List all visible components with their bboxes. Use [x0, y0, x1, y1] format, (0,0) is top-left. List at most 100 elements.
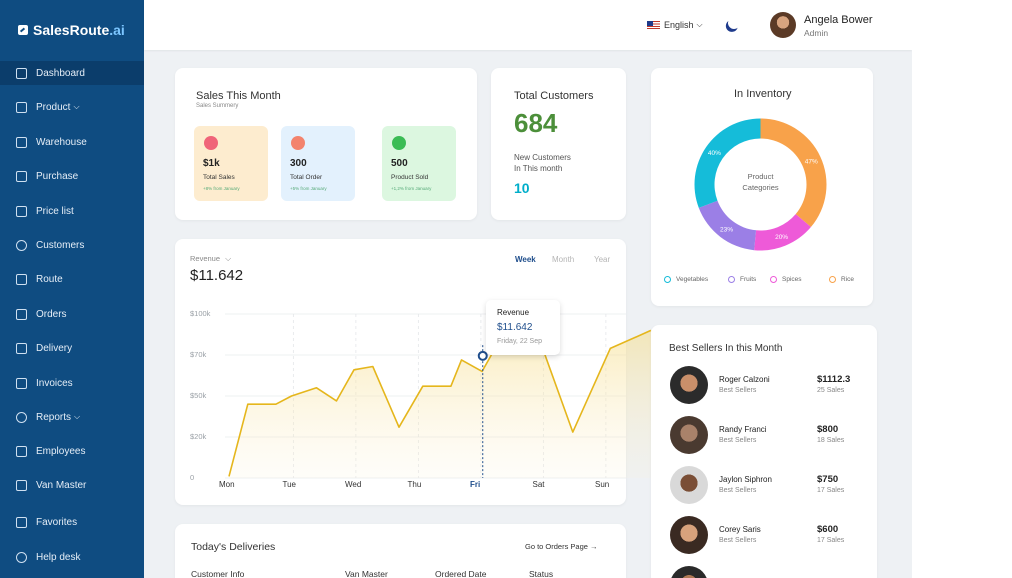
deliveries-title: Today's Deliveries	[191, 541, 276, 553]
seller-avatar[interactable]	[670, 466, 708, 504]
chevron-down-icon: ⌵	[696, 20, 703, 29]
revenue-area-fill	[229, 330, 651, 478]
legend-item-spices: Spices	[770, 276, 802, 283]
go-to-orders-label: Go to Orders Page	[525, 542, 588, 551]
sidebar-item-favorites[interactable]: Favorites	[0, 510, 144, 534]
stat-tile: 300 Total Order +5% from January	[281, 126, 355, 201]
sidebar-item-purchase[interactable]: Purchase	[0, 164, 144, 188]
sidebar: SalesRoute .ai Dashboard Product ⌵ Warehouse…	[0, 0, 144, 578]
seller-name: Corey Saris	[719, 525, 761, 534]
revenue-dropdown[interactable]: Revenue ⌵	[190, 254, 231, 264]
tooltip-title: Revenue	[497, 308, 530, 317]
sidebar-item-route[interactable]: Route	[0, 267, 144, 291]
donut-segments: 47% 20% 23% 40%	[694, 118, 827, 251]
y-axis-tick-label: $100k	[190, 309, 211, 318]
new-customers-label-line2: In This month	[514, 164, 563, 173]
brand-logo[interactable]: SalesRoute .ai	[0, 0, 144, 60]
donut-slice-label: 23%	[720, 227, 733, 234]
column-header-status: Status	[529, 569, 554, 578]
donut-slice-spices	[754, 214, 811, 251]
new-customers-label-line1: New Customers	[514, 153, 571, 162]
sidebar-item-label: Reports	[36, 411, 72, 423]
tab-month[interactable]: Month	[552, 255, 575, 264]
employees-icon	[16, 445, 27, 457]
seller-sales-count: 17 Sales	[817, 537, 845, 544]
highlight-point[interactable]	[477, 350, 488, 361]
stat-change: +5% from January	[290, 186, 327, 191]
seller-subtitle: Best Sellers	[719, 437, 757, 444]
sidebar-item-employees[interactable]: Employees	[0, 439, 144, 463]
sidebar-item-invoices[interactable]: Invoices	[0, 371, 144, 395]
inventory-card-title: In Inventory	[734, 88, 792, 100]
stat-value: 500	[391, 158, 408, 169]
basket-icon	[16, 308, 27, 320]
sidebar-item-warehouse[interactable]: Warehouse	[0, 130, 144, 154]
legend-label: Fruits	[740, 276, 757, 283]
sidebar-item-price-list[interactable]: Price list	[0, 199, 144, 223]
customers-card-title: Total Customers	[514, 90, 594, 102]
pie-chart-icon	[16, 411, 27, 423]
sidebar-item-help-desk[interactable]: Help desk	[0, 545, 144, 569]
sales-card-title: Sales This Month	[196, 90, 281, 102]
x-axis-tick-label: Wed	[345, 480, 362, 489]
legend-label: Spices	[782, 276, 802, 283]
column-header-van-master: Van Master	[345, 569, 388, 578]
seller-name: Roger Calzoni	[719, 375, 770, 384]
user-avatar[interactable]	[770, 12, 796, 38]
sidebar-item-customers[interactable]: Customers	[0, 233, 144, 257]
seller-avatar[interactable]	[670, 366, 708, 404]
y-axis-tick-label: $20k	[190, 432, 207, 441]
seller-amount: $750	[817, 474, 839, 485]
x-axis-tick-label: Sun	[595, 480, 610, 489]
column-header-ordered-date: Ordered Date	[435, 569, 487, 578]
donut-center-label-1: Product	[748, 172, 775, 181]
seller-name: Jaylon Siphron	[719, 475, 772, 484]
tab-year[interactable]: Year	[594, 255, 611, 264]
stat-label: Product Sold	[391, 174, 429, 181]
seller-avatar[interactable]	[670, 416, 708, 454]
sidebar-item-label: Customers	[36, 239, 85, 251]
stat-tile: $1k Total Sales +8% from January	[194, 126, 268, 201]
column-header-customer-info: Customer Info	[191, 569, 245, 578]
dashboard-icon	[16, 67, 27, 79]
user-name: Angela Bower	[804, 14, 873, 26]
sidebar-item-label: Favorites	[36, 516, 78, 528]
sidebar-item-product[interactable]: Product ⌵	[0, 95, 144, 119]
sidebar-item-van-master[interactable]: Van Master	[0, 473, 144, 497]
users-icon	[16, 239, 27, 251]
price-tag-icon	[16, 205, 27, 217]
seller-subtitle: Best Sellers	[719, 487, 757, 494]
seller-subtitle: Best Sellers	[719, 537, 757, 544]
invoice-icon	[16, 377, 27, 389]
legend-marker	[770, 276, 777, 283]
seller-sales-count: 25 Sales	[817, 387, 845, 394]
tooltip-value: $11.642	[497, 322, 533, 333]
sidebar-item-delivery[interactable]: Delivery	[0, 336, 144, 360]
inventory-donut-chart: 47% 20% 23% 40% Product Categories	[694, 118, 827, 251]
seller-amount: $800	[817, 424, 839, 435]
stat-change: +8% from January	[203, 186, 240, 191]
y-axis-tick-label: 0	[190, 473, 195, 482]
brand-suffix: .ai	[109, 22, 125, 38]
new-customers-count: 10	[514, 180, 530, 196]
tag-icon	[16, 170, 27, 182]
stat-tile: 500 Product Sold +1,2% from January	[382, 126, 456, 201]
sidebar-item-dashboard[interactable]: Dashboard	[0, 61, 144, 85]
donut-center-label-2: Categories	[742, 183, 779, 192]
language-selector[interactable]: English ⌵	[647, 20, 703, 30]
user-role: Admin	[804, 28, 829, 38]
seller-amount: $600	[817, 524, 839, 535]
us-flag-icon	[647, 21, 660, 29]
tab-week[interactable]: Week	[515, 255, 536, 264]
sidebar-item-label: Help desk	[36, 551, 81, 563]
go-to-orders-link[interactable]: Go to Orders Page →	[525, 542, 598, 551]
sidebar-item-label: Product	[36, 101, 71, 113]
sidebar-item-orders[interactable]: Orders	[0, 302, 144, 326]
seller-avatar-partial	[670, 566, 708, 578]
seller-avatar[interactable]	[670, 516, 708, 554]
stat-value: $1k	[203, 158, 220, 169]
inventory-card	[651, 68, 873, 306]
sidebar-item-reports[interactable]: Reports ⌵	[0, 405, 144, 429]
brand-name: SalesRoute	[33, 22, 110, 38]
stat-label: Total Order	[290, 174, 323, 181]
